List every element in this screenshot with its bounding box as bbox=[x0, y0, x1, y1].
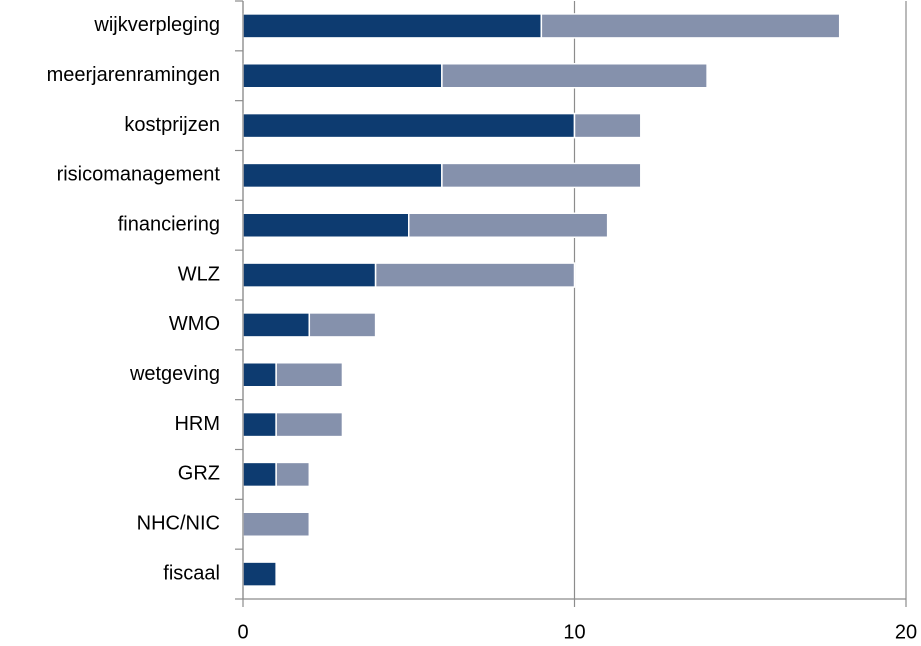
bar bbox=[540, 13, 841, 39]
y-tick-label: HRM bbox=[174, 413, 220, 435]
y-tick-label: fiscaal bbox=[163, 562, 220, 584]
x-tick-label: 0 bbox=[237, 621, 248, 643]
bar bbox=[308, 312, 377, 338]
bar bbox=[242, 112, 576, 139]
y-tick-label: risicomanagement bbox=[57, 164, 221, 186]
bar bbox=[242, 63, 443, 89]
bar bbox=[408, 212, 609, 238]
bar bbox=[441, 162, 642, 189]
x-tick-label: 10 bbox=[563, 621, 585, 643]
bar bbox=[242, 511, 311, 537]
bar bbox=[573, 112, 642, 139]
bar bbox=[242, 162, 443, 189]
y-tick-label: wijkverpleging bbox=[93, 14, 220, 36]
bar bbox=[275, 411, 344, 438]
y-tick-label: kostprijzen bbox=[124, 114, 220, 136]
bar bbox=[374, 262, 576, 288]
y-tick-label: meerjarenramingen bbox=[47, 64, 220, 86]
y-tick-label: WLZ bbox=[178, 263, 220, 285]
bar bbox=[242, 312, 311, 338]
bar bbox=[242, 13, 543, 39]
bar bbox=[242, 262, 377, 288]
bar bbox=[275, 461, 311, 488]
y-tick-label: WMO bbox=[169, 313, 220, 335]
bar bbox=[242, 461, 277, 488]
bar bbox=[441, 63, 708, 89]
y-tick-label: GRZ bbox=[178, 463, 220, 485]
y-tick-label: NHC/NIC bbox=[137, 513, 220, 535]
bar bbox=[242, 212, 410, 238]
y-tick-label: wetgeving bbox=[129, 363, 220, 385]
x-tick-label: 20 bbox=[895, 621, 917, 643]
bar bbox=[242, 362, 277, 388]
bar bbox=[275, 362, 344, 388]
bar bbox=[242, 561, 277, 587]
bar bbox=[242, 411, 277, 438]
y-tick-label: financiering bbox=[118, 214, 220, 236]
